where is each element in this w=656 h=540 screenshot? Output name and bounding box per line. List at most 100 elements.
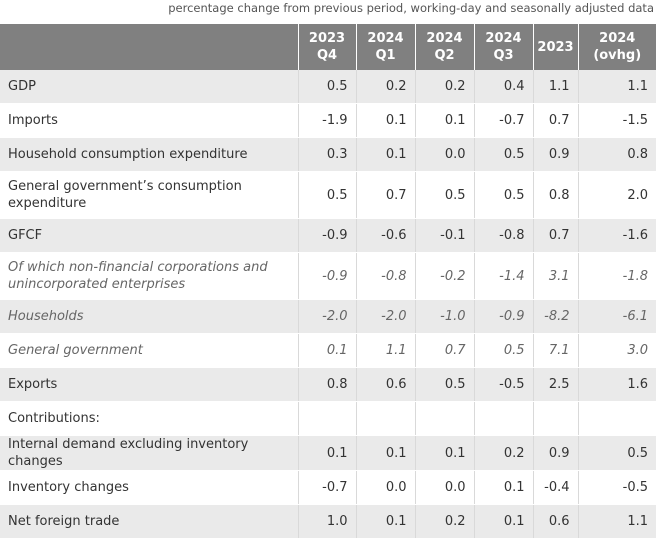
table-cell: 0.5 <box>414 367 474 402</box>
table-cell: -1.0 <box>414 299 474 334</box>
table-row: GFCF -0.9 -0.6 -0.1 -0.8 0.7 -1.6 <box>0 218 656 253</box>
table-cell <box>532 401 578 436</box>
header-cell-2023: 2023 <box>532 24 578 70</box>
table-cell <box>414 401 474 436</box>
table-cell: -1.9 <box>297 103 356 138</box>
table-row: Net foreign trade 1.0 0.1 0.2 0.1 0.6 1.… <box>0 504 656 539</box>
table-row: General government’s consumption expendi… <box>0 171 656 219</box>
row-label: Imports <box>0 103 298 138</box>
table-cell: 0.6 <box>532 504 578 539</box>
table-cell <box>473 401 533 436</box>
table-cell <box>297 401 356 436</box>
row-label: GFCF <box>0 218 298 253</box>
table-cell: -0.9 <box>297 252 356 300</box>
table-cell: 0.5 <box>297 171 356 219</box>
row-label: General government’s consumption expendi… <box>0 171 298 219</box>
table-cell: -0.5 <box>577 470 656 505</box>
row-label: Net foreign trade <box>0 504 298 539</box>
row-label: Exports <box>0 367 298 402</box>
table-cell: 0.5 <box>577 435 656 471</box>
table-cell: 0.0 <box>355 470 415 505</box>
table-cell: 3.1 <box>532 252 578 300</box>
table-cell: 7.1 <box>532 333 578 368</box>
table-cell: 0.7 <box>532 103 578 138</box>
table-cell: 0.9 <box>532 137 578 172</box>
table-cell: 0.8 <box>297 367 356 402</box>
table-row: Imports -1.9 0.1 0.1 -0.7 0.7 -1.5 <box>0 103 656 138</box>
table-row: Contributions: <box>0 401 656 436</box>
table-cell: -1.5 <box>577 103 656 138</box>
table-cell: 0.1 <box>355 504 415 539</box>
table-cell: 0.1 <box>297 333 356 368</box>
header-cell-2024-q1: 2024 Q1 <box>355 24 415 70</box>
table-cell: 0.7 <box>414 333 474 368</box>
table-cell: -0.7 <box>473 103 533 138</box>
table-cell: 0.8 <box>532 171 578 219</box>
table-cell: 0.4 <box>473 70 533 104</box>
table-cell: -6.1 <box>577 299 656 334</box>
table-cell: 0.7 <box>355 171 415 219</box>
header-cell-2024-q3: 2024 Q3 <box>473 24 533 70</box>
table-cell: -0.6 <box>355 218 415 253</box>
table-row: Household consumption expenditure 0.3 0.… <box>0 137 656 172</box>
table-cell: 0.1 <box>473 504 533 539</box>
table-cell: 0.5 <box>473 171 533 219</box>
row-label: Contributions: <box>0 401 298 436</box>
table-cell: 0.5 <box>414 171 474 219</box>
table-cell: 1.0 <box>297 504 356 539</box>
table-cell: 2.5 <box>532 367 578 402</box>
row-label: Internal demand excluding inventory chan… <box>0 435 298 471</box>
row-label: Inventory changes <box>0 470 298 505</box>
table-cell: 0.0 <box>414 470 474 505</box>
table-cell: 0.9 <box>532 435 578 471</box>
table-cell: -0.9 <box>473 299 533 334</box>
table-cell: 0.5 <box>297 70 356 104</box>
table-cell: 1.1 <box>532 70 578 104</box>
table-cell: 0.2 <box>414 504 474 539</box>
table-cell: -0.4 <box>532 470 578 505</box>
table-cell: -0.7 <box>297 470 356 505</box>
table-cell: -0.2 <box>414 252 474 300</box>
header-cell-2024-q2: 2024 Q2 <box>414 24 474 70</box>
header-cell-2023-q4: 2023 Q4 <box>297 24 356 70</box>
table-cell <box>355 401 415 436</box>
row-label: Of which non-financial corporations and … <box>0 252 298 300</box>
table-cell: 2.0 <box>577 171 656 219</box>
table-cell <box>577 401 656 436</box>
table-cell: 0.1 <box>355 435 415 471</box>
table-row: Inventory changes -0.7 0.0 0.0 0.1 -0.4 … <box>0 470 656 505</box>
table-cell: 0.2 <box>414 70 474 104</box>
table-row: Internal demand excluding inventory chan… <box>0 435 656 471</box>
table-caption: percentage change from previous period, … <box>168 1 654 15</box>
row-label: General government <box>0 333 298 368</box>
table-cell: 1.6 <box>577 367 656 402</box>
table-cell: 0.7 <box>532 218 578 253</box>
data-table: 2023 Q4 2024 Q1 2024 Q2 2024 Q3 2023 2024 (ov… <box>0 24 656 539</box>
table-row: GDP 0.5 0.2 0.2 0.4 1.1 1.1 <box>0 70 656 104</box>
row-label: Household consumption expenditure <box>0 137 298 172</box>
table-cell: 1.1 <box>577 504 656 539</box>
header-cell-2024-ovhg: 2024 (ovhg) <box>577 24 656 70</box>
table-cell: -2.0 <box>355 299 415 334</box>
table-cell: 0.1 <box>355 103 415 138</box>
table-cell: 0.5 <box>473 333 533 368</box>
table-cell: -0.1 <box>414 218 474 253</box>
table-cell: 3.0 <box>577 333 656 368</box>
table-cell: -2.0 <box>297 299 356 334</box>
table-cell: 0.3 <box>297 137 356 172</box>
table-cell: -0.8 <box>355 252 415 300</box>
table-cell: 0.1 <box>473 470 533 505</box>
table-cell: -0.8 <box>473 218 533 253</box>
table-row: Households -2.0 -2.0 -1.0 -0.9 -8.2 -6.1 <box>0 299 656 334</box>
table-cell: 1.1 <box>355 333 415 368</box>
table-cell: 0.6 <box>355 367 415 402</box>
table-cell: 0.0 <box>414 137 474 172</box>
table-cell: 0.1 <box>297 435 356 471</box>
table-cell: -1.6 <box>577 218 656 253</box>
table-cell: -0.9 <box>297 218 356 253</box>
table-cell: 0.1 <box>414 103 474 138</box>
table-row: General government 0.1 1.1 0.7 0.5 7.1 3… <box>0 333 656 368</box>
table-cell: 1.1 <box>577 70 656 104</box>
table-cell: -8.2 <box>532 299 578 334</box>
table-row: Exports 0.8 0.6 0.5 -0.5 2.5 1.6 <box>0 367 656 402</box>
